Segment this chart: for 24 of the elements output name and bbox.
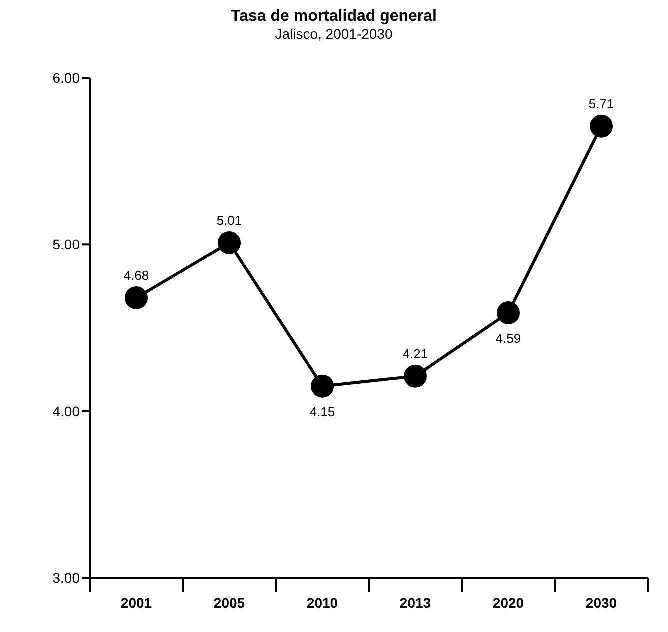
point — [218, 232, 241, 254]
chart-subtitle: Jalisco, 2001-2030 — [274, 26, 394, 42]
x-tick-label: 2030 — [586, 595, 618, 611]
chart-title: Tasa de mortalidad general — [230, 8, 438, 26]
x-tick-label: 2001 — [120, 595, 152, 611]
data-label: 4.21 — [402, 346, 428, 362]
point — [311, 374, 334, 398]
data-label: 4.59 — [496, 331, 522, 346]
point — [590, 114, 613, 138]
x-tick-label: 2013 — [400, 595, 432, 611]
data-label: 4.68 — [124, 268, 150, 283]
point — [125, 286, 148, 310]
y-tick-label: 4.00 — [52, 403, 80, 420]
data-label: 5.71 — [588, 96, 614, 112]
y-tick-label: 3.00 — [52, 570, 80, 586]
x-tick-label: 2020 — [492, 595, 524, 611]
y-tick-label: 6.00 — [52, 70, 80, 86]
data-label: 5.01 — [216, 213, 242, 228]
x-tick-label: 2010 — [306, 595, 338, 611]
point — [404, 364, 427, 388]
x-tick-label: 2005 — [214, 595, 246, 611]
y-tick-label: 5.00 — [52, 236, 80, 253]
data-label: 4.15 — [310, 404, 336, 420]
point — [497, 302, 520, 324]
